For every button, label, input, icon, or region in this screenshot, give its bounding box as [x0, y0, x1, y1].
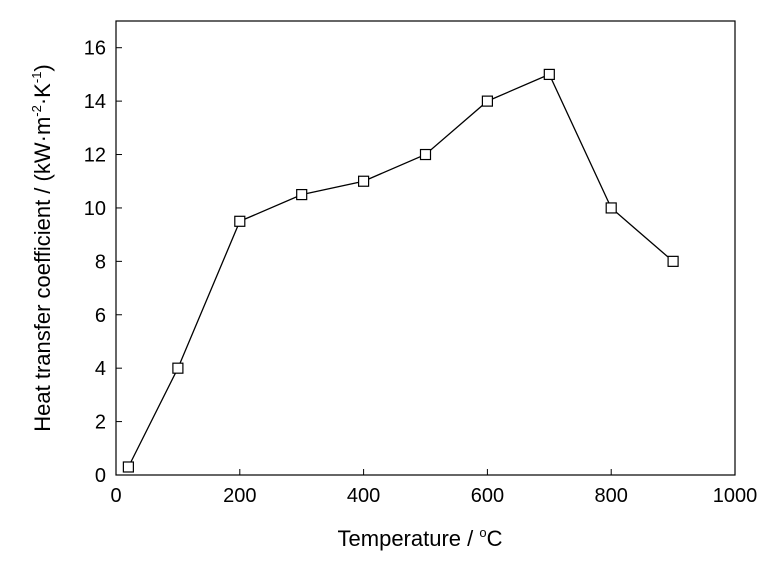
y-tick-label: 12 — [84, 145, 106, 167]
x-axis-title-main: Temperature / — [338, 526, 480, 551]
series-markers — [122, 68, 679, 473]
data-point-marker — [122, 461, 134, 473]
y-axis-title-main: Heat transfer coefficient / (kW — [30, 142, 55, 432]
y-axis-title: Heat transfer coefficient / (kW·m-2·K-1) — [29, 64, 55, 432]
y-axis-title-exp2: -1 — [29, 72, 44, 84]
y-tick-label: 14 — [84, 91, 106, 113]
y-tick-label: 10 — [84, 198, 106, 220]
y-axis-title-m: m — [30, 117, 55, 135]
y-tick-label: 6 — [95, 305, 106, 327]
data-point-marker — [481, 95, 493, 107]
x-tick-label: 200 — [223, 485, 256, 507]
data-point-marker — [296, 188, 308, 201]
data-point-marker — [419, 148, 432, 161]
data-point-marker — [172, 362, 184, 374]
y-axis-title-dot1: · — [30, 135, 55, 142]
y-tick-label: 2 — [95, 412, 106, 434]
data-point-marker — [234, 215, 246, 227]
data-point-marker — [667, 255, 679, 267]
x-axis-title-degree: o — [479, 525, 486, 540]
x-axis-title: Temperature / oC — [338, 525, 503, 551]
x-tick-label: 1000 — [713, 485, 758, 507]
data-point-marker — [543, 68, 555, 81]
plot-area-frame — [115, 20, 736, 476]
y-tick-label: 16 — [84, 38, 106, 60]
series-line — [127, 73, 674, 468]
x-tick-label: 600 — [471, 485, 504, 507]
y-axis-title-close: ) — [30, 64, 55, 71]
x-axis-title-unit: C — [487, 526, 503, 551]
x-tick-label: 0 — [110, 485, 121, 507]
y-axis-title-exp1: -2 — [29, 105, 44, 117]
y-axis-title-k: K — [30, 83, 55, 98]
y-tick-label: 8 — [95, 251, 106, 273]
x-tick-label: 800 — [595, 485, 628, 507]
y-tick-label: 4 — [95, 358, 106, 380]
x-axis-ticks: 0 200 400 600 800 1000 — [110, 469, 757, 507]
x-tick-label: 400 — [347, 485, 380, 507]
y-tick-label: 0 — [95, 465, 106, 487]
y-axis-title-dot2: · — [30, 98, 55, 105]
y-axis-ticks: 0 2 4 6 8 10 12 14 16 — [84, 38, 122, 487]
data-point-marker — [358, 175, 370, 187]
data-point-marker — [605, 202, 617, 214]
